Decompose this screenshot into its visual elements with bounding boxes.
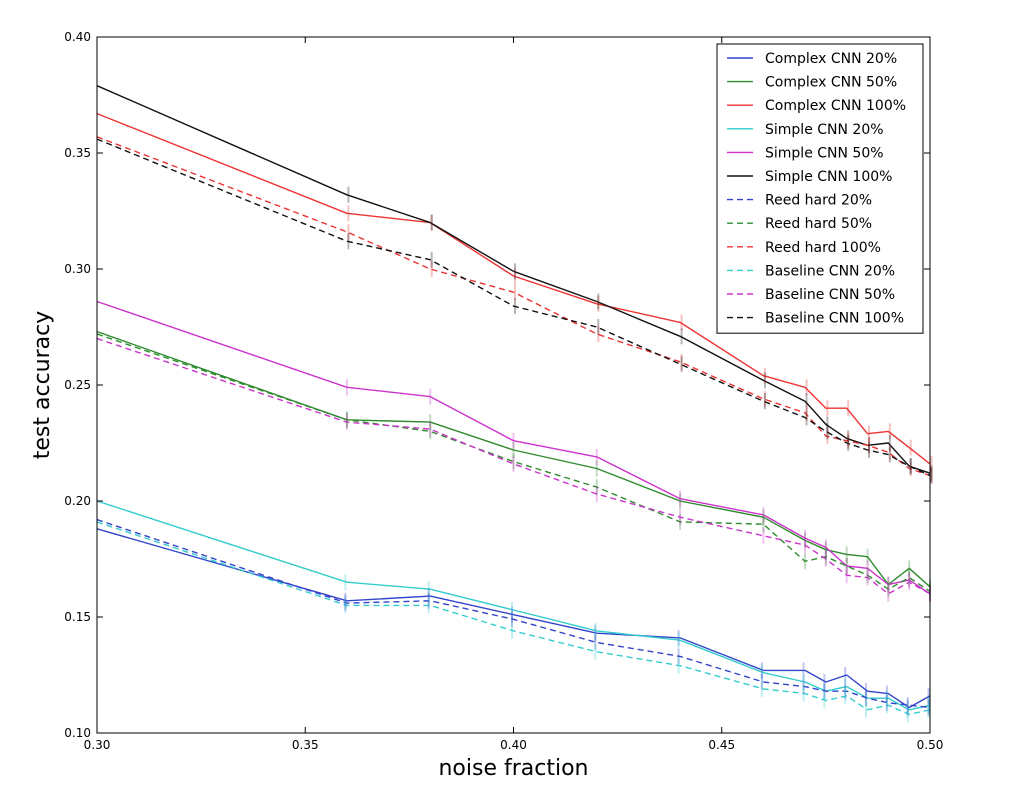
legend-label: Reed hard 50% (765, 216, 872, 232)
y-tick-label: 0.15 (64, 610, 91, 624)
legend-label: Simple CNN 20% (765, 122, 884, 138)
series-line-reed-hard-20 (96, 518, 931, 709)
y-tick-label: 0.10 (64, 726, 91, 740)
legend-box (716, 43, 924, 334)
legend-label: Baseline CNN 100% (765, 311, 904, 327)
x-tick-label: 0.30 (84, 738, 111, 752)
x-axis-title: noise fraction (438, 756, 588, 781)
series-layer (96, 85, 931, 716)
series-line-baseline-cnn-100 (96, 138, 931, 477)
series-line-baseline-cnn-20 (96, 521, 931, 716)
y-tick-label: 0.20 (64, 494, 91, 508)
series-line-reed-hard-50 (96, 333, 931, 593)
x-tick-label: 0.50 (917, 738, 944, 752)
errorbar-layer (344, 186, 933, 723)
legend-label: Complex CNN 50% (765, 75, 897, 91)
y-tick-label: 0.30 (64, 262, 91, 276)
legend-label: Complex CNN 20% (765, 51, 897, 67)
x-tick-label: 0.40 (500, 738, 527, 752)
tick-layer: 0.30 0.35 0.40 0.45 0.50 0.10 0.15 0.20 0.25 0.30… (64, 30, 943, 752)
legend: Complex CNN 20% Complex CNN 50% Complex CN… (716, 43, 924, 334)
y-tick-label: 0.25 (64, 378, 91, 392)
series-line-simple-cnn-20 (96, 500, 931, 711)
y-tick-label: 0.35 (64, 146, 91, 160)
legend-label: Reed hard 20% (765, 193, 872, 209)
legend-label: Simple CNN 50% (765, 145, 884, 161)
y-tick-label: 0.40 (64, 30, 91, 44)
series-line-reed-hard-100 (96, 136, 931, 477)
legend-label: Baseline CNN 50% (765, 287, 895, 303)
series-line-simple-cnn-50 (96, 300, 931, 595)
legend-label: Baseline CNN 20% (765, 263, 895, 279)
series-line-complex-cnn-50 (96, 330, 931, 588)
x-tick-label: 0.35 (292, 738, 319, 752)
series-line-simple-cnn-100 (96, 85, 931, 474)
x-tick-label: 0.45 (708, 738, 735, 752)
legend-label: Simple CNN 100% (765, 169, 892, 185)
legend-label: Reed hard 100% (765, 240, 881, 256)
legend-label: Complex CNN 100% (765, 98, 906, 114)
y-axis-title: test accuracy (30, 311, 55, 460)
series-line-baseline-cnn-50 (96, 337, 931, 595)
series-line-complex-cnn-20 (96, 528, 931, 709)
